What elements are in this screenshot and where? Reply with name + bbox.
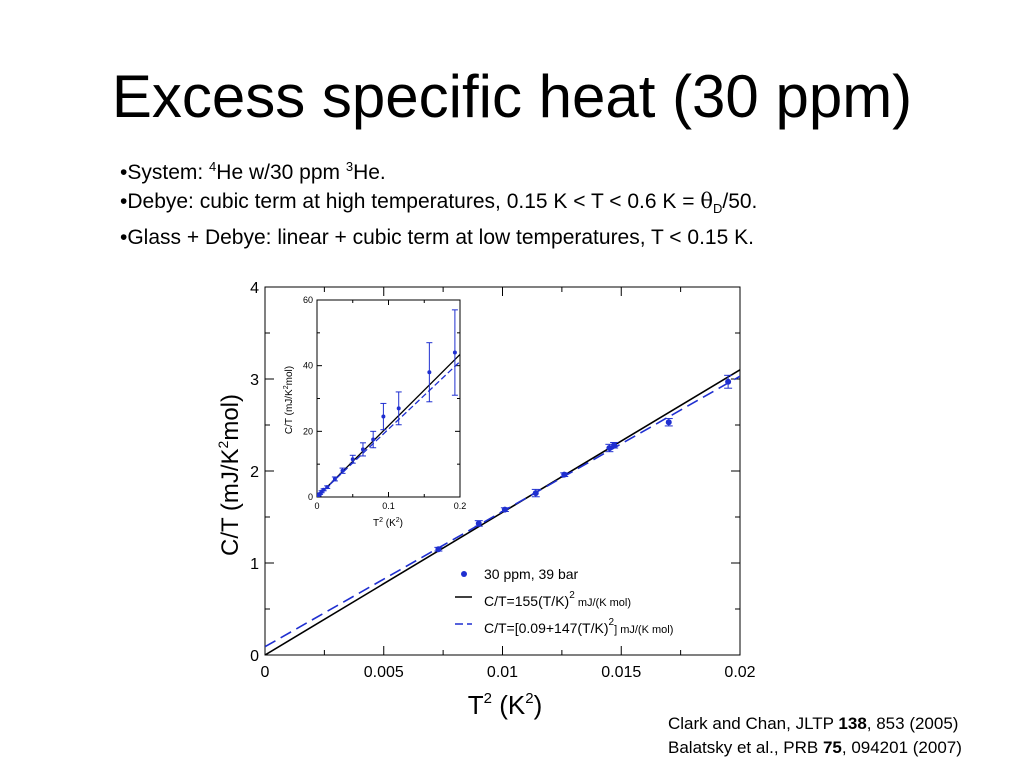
axis-label-part: T xyxy=(468,690,484,720)
main-data-point xyxy=(435,546,442,553)
legend-entry: C/T=155(T/K)2 mJ/(K mol) xyxy=(484,590,631,609)
inset-series-group xyxy=(317,309,460,497)
legend-entry: C/T=[0.09+147(T/K)2] mJ/(K mol) xyxy=(484,617,673,636)
bullet-glass-debye: •Glass + Debye: linear + cubic term at l… xyxy=(120,226,754,250)
main-x-tick-label: 0.01 xyxy=(487,664,518,681)
main-x-axis-label: T2 (K2) xyxy=(468,690,542,720)
axis-label-part: ) xyxy=(400,518,403,529)
axis-label-part: C/T (mJ/K xyxy=(217,448,244,556)
main-data-point xyxy=(606,445,613,451)
axis-label-part: mol) xyxy=(284,366,295,385)
inset-data-point xyxy=(396,406,401,411)
main-y-tick-label: 1 xyxy=(250,556,259,573)
citations: Clark and Chan, JLTP 138, 853 (2005) Bal… xyxy=(668,712,962,760)
main-series-group xyxy=(265,369,740,655)
inset-y-tick-label: 40 xyxy=(303,361,313,371)
legend-label: C/T=155(T/K) xyxy=(484,593,569,609)
inset-plot-frame xyxy=(316,299,461,498)
inset-data-point xyxy=(427,370,432,375)
main-y-axis-label: C/T (mJ/K2mol) xyxy=(215,394,244,556)
superscript: 2 xyxy=(525,690,533,707)
main-data-point xyxy=(665,419,672,426)
legend-units: mJ/(K mol) xyxy=(575,597,631,609)
main-data-point xyxy=(611,442,618,449)
legend-marker-points xyxy=(461,571,467,577)
superscript: 2 xyxy=(379,517,383,524)
superscript: 2 xyxy=(609,617,615,628)
main-y-tick-label: 3 xyxy=(250,372,259,389)
inset-x-tick-label: 0.1 xyxy=(382,501,395,511)
main-data-point xyxy=(532,490,539,497)
inset-data-point xyxy=(381,414,386,419)
inset-data-point xyxy=(350,457,355,462)
axis-label-part: (K xyxy=(492,690,526,720)
superscript: 2 xyxy=(215,440,231,448)
inset-y-axis-label: C/T (mJ/K2mol) xyxy=(283,366,295,434)
main-data-point xyxy=(561,471,568,478)
main-x-tick-label: 0.015 xyxy=(601,664,641,681)
legend-label: 30 ppm, 39 bar xyxy=(484,566,579,582)
main-data-point xyxy=(501,506,508,513)
inset-x-tick-label: 0 xyxy=(314,501,319,511)
inset-data-point xyxy=(340,468,345,473)
slide-title: Excess specific heat (30 ppm) xyxy=(111,63,913,130)
inset-data-point xyxy=(371,437,376,442)
superscript: 2 xyxy=(484,690,492,707)
inset-x-axis-label: T2 (K2) xyxy=(373,517,403,529)
bullet-list: •System: 4He w/30 ppm 3He. •Debye: cubic… xyxy=(120,152,757,252)
inset-y-tick-label: 20 xyxy=(303,426,313,436)
main-y-tick-label: 0 xyxy=(250,648,259,665)
inset-data-point xyxy=(332,476,337,481)
citation-2: Balatsky et al., PRB 75, 094201 (2007) xyxy=(668,738,962,757)
axis-label-part: ) xyxy=(534,690,543,720)
main-y-tick-label: 4 xyxy=(250,280,259,297)
superscript: 2 xyxy=(396,517,400,524)
main-data-point xyxy=(475,520,482,527)
bullet-system: •System: 4He w/30 ppm 3He. xyxy=(120,159,386,184)
superscript: 2 xyxy=(283,385,290,389)
main-x-tick-label: 0.005 xyxy=(364,664,404,681)
axis-label-part: (K xyxy=(383,518,396,529)
inset-data-point xyxy=(360,447,365,452)
bullet-debye: •Debye: cubic term at high temperatures,… xyxy=(120,189,758,217)
main-y-tick-label: 2 xyxy=(250,464,259,481)
citation-1: Clark and Chan, JLTP 138, 853 (2005) xyxy=(668,714,959,733)
axis-label-part: T xyxy=(373,518,379,529)
legend-entry: 30 ppm, 39 bar xyxy=(484,566,579,582)
inset-y-tick-label: 0 xyxy=(308,492,313,502)
axis-label-part: C/T (mJ/K xyxy=(284,389,295,434)
legend-units: ] mJ/(K mol) xyxy=(614,624,673,636)
inset-y-tick-label: 60 xyxy=(303,295,313,305)
axis-label-part: mol) xyxy=(217,394,244,441)
legend-label: C/T=[0.09+147(T/K) xyxy=(484,620,609,636)
inset-fit-line-glass-debye xyxy=(317,361,460,497)
superscript: 2 xyxy=(569,590,575,601)
main-x-tick-label: 0.02 xyxy=(724,664,755,681)
inset-data-point xyxy=(452,350,457,355)
main-x-tick-label: 0 xyxy=(261,664,270,681)
inset-x-tick-label: 0.2 xyxy=(454,501,467,511)
inset-data-point xyxy=(325,485,330,490)
main-data-point xyxy=(725,378,732,385)
